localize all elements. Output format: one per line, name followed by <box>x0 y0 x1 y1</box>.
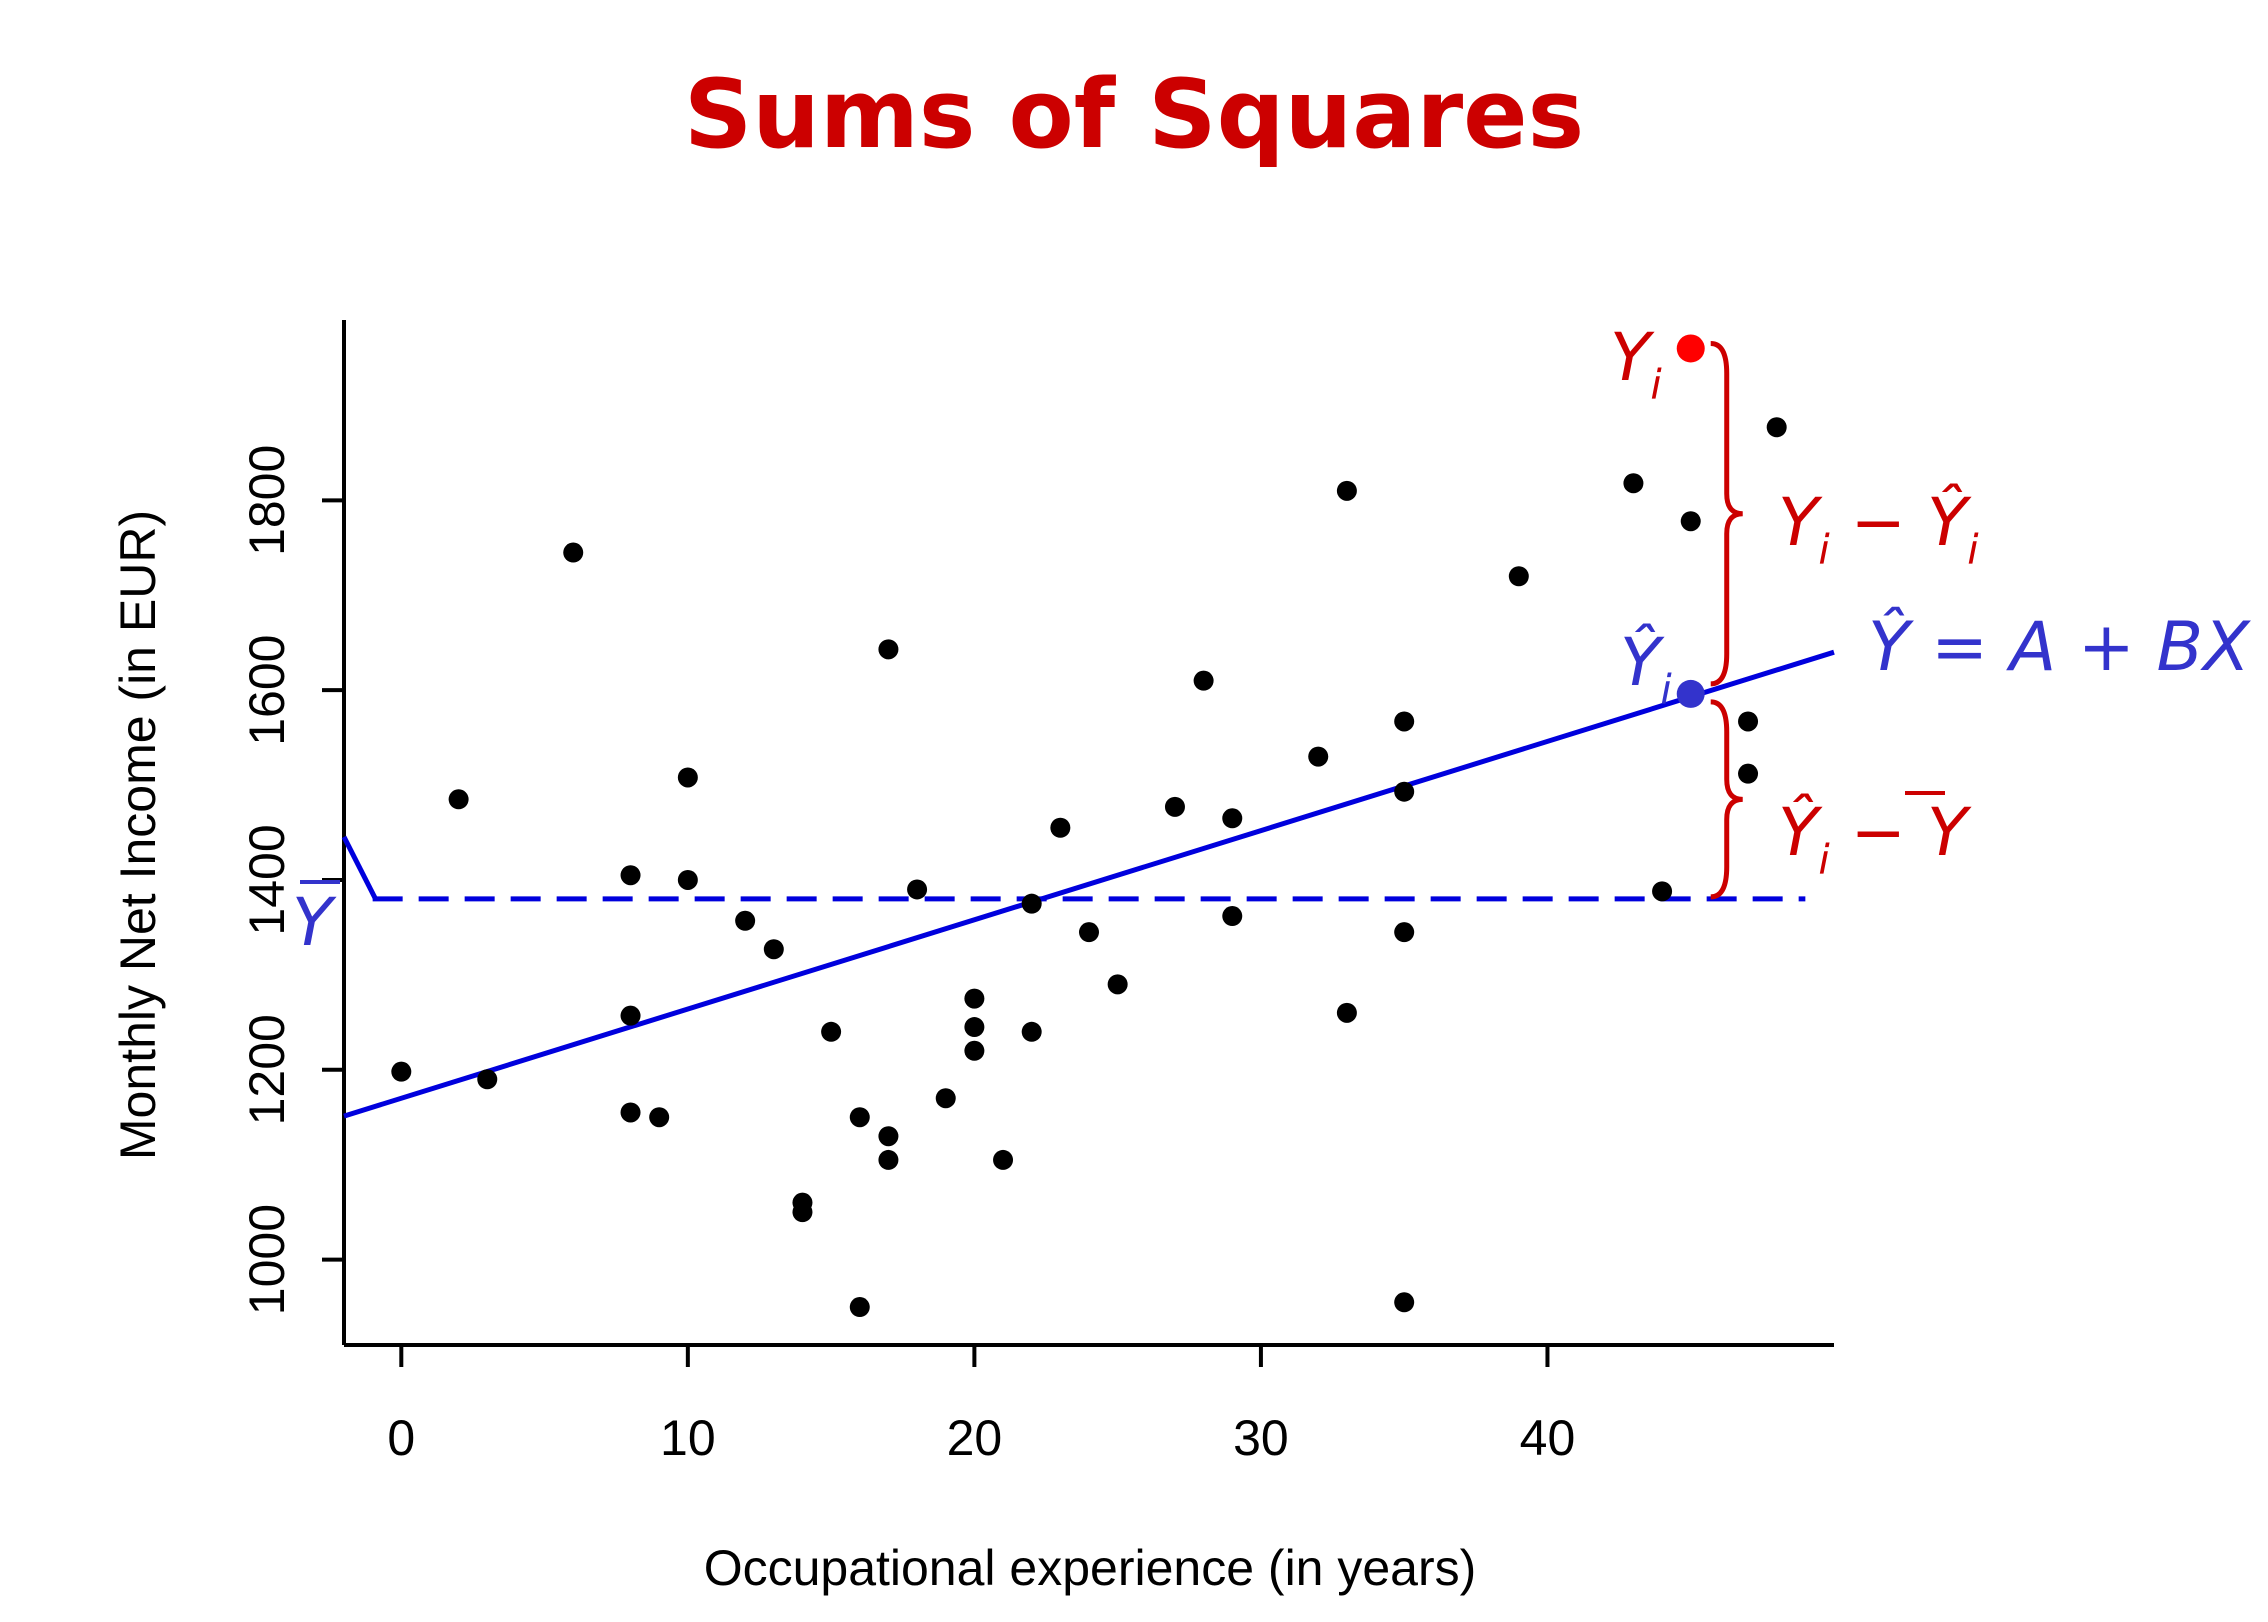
yi-subscript: i <box>1650 360 1662 408</box>
data-point <box>1394 1292 1415 1313</box>
yi-symbol: Y <box>1610 319 1655 396</box>
data-point <box>1766 417 1787 438</box>
residual-brace <box>1710 340 1743 687</box>
x-tick-label: 40 <box>1520 1410 1576 1466</box>
ybar-label: Y <box>292 884 337 961</box>
x-tick-label: 30 <box>1233 1410 1289 1466</box>
expl-a: Ŷ <box>1778 793 1823 871</box>
data-point <box>1021 1021 1042 1042</box>
data-point <box>735 910 756 931</box>
data-point <box>993 1149 1014 1170</box>
data-point <box>391 1061 412 1082</box>
data-point <box>620 1102 641 1123</box>
y-tick-label: 1400 <box>239 824 295 935</box>
data-point <box>448 789 469 810</box>
data-point <box>1738 763 1759 784</box>
eq-lhs: Ŷ <box>1868 607 1914 687</box>
y-tick-label: 1200 <box>239 1014 295 1125</box>
y-tick-label: 1600 <box>239 635 295 746</box>
data-point <box>477 1069 498 1090</box>
data-point <box>1193 670 1214 691</box>
data-point <box>878 1149 899 1170</box>
data-point <box>563 542 584 563</box>
chart-title: Sums of Squares <box>683 60 1585 170</box>
yi-label: Yi <box>1610 319 1662 408</box>
data-point <box>1680 511 1701 532</box>
data-point <box>1308 746 1329 767</box>
yhat-i-label: Ŷi <box>1620 623 1672 713</box>
data-point <box>1222 808 1243 829</box>
data-point <box>849 1297 870 1318</box>
resid-a: Y <box>1778 484 1823 561</box>
data-point <box>1336 480 1357 501</box>
expl-op: − <box>1830 794 1927 871</box>
resid-a-sub: i <box>1818 525 1830 573</box>
data-point <box>677 767 698 788</box>
data-point <box>1738 711 1759 732</box>
data-point <box>964 1040 985 1061</box>
data-point <box>1222 906 1243 927</box>
regression-equation: Ŷ = A + BX <box>1868 607 2251 687</box>
data-point <box>964 988 985 1009</box>
explained-brace <box>1710 699 1743 900</box>
x-tick-label: 20 <box>947 1410 1003 1466</box>
x-axis-label: Occupational experience (in years) <box>704 1540 1477 1596</box>
axes: 0 10 20 30 40 1000 1200 1400 1600 1800 <box>239 320 1834 1466</box>
eq-equals: = <box>1910 608 2010 687</box>
x-tick-label: 0 <box>387 1410 415 1466</box>
data-point <box>620 1005 641 1026</box>
data-point <box>1652 881 1673 902</box>
regression-line <box>343 649 1835 1119</box>
data-point <box>1394 922 1415 943</box>
eq-rhs: A + BX <box>2006 608 2251 687</box>
data-point <box>1164 796 1185 817</box>
resid-b-sub: i <box>1967 525 1979 573</box>
data-point <box>878 639 899 660</box>
expl-b: Y <box>1927 794 1972 871</box>
explained-label: Ŷi − Y <box>1778 793 1972 883</box>
data-point <box>763 939 784 960</box>
data-point <box>1021 893 1042 914</box>
data-point <box>1107 974 1128 995</box>
data-point <box>878 1126 899 1147</box>
data-point <box>649 1107 670 1128</box>
mean-line-tick <box>341 835 378 901</box>
data-point <box>1394 711 1415 732</box>
data-point <box>907 879 928 900</box>
expl-a-sub: i <box>1818 835 1830 883</box>
data-point <box>620 865 641 886</box>
data-point <box>821 1021 842 1042</box>
resid-op: − <box>1830 484 1927 561</box>
ybar-symbol: Y <box>292 884 337 961</box>
observed-point <box>1676 334 1705 363</box>
data-point <box>792 1202 813 1223</box>
data-point <box>935 1088 956 1109</box>
fitted-point <box>1676 679 1705 708</box>
y-tick-label: 1800 <box>239 445 295 556</box>
data-point <box>1336 1002 1357 1023</box>
yhat-subscript: i <box>1660 665 1672 713</box>
data-point <box>1050 817 1071 838</box>
data-point <box>849 1107 870 1128</box>
data-point <box>1079 922 1099 943</box>
data-point <box>964 1017 985 1038</box>
data-point <box>677 869 698 890</box>
data-point <box>1508 566 1529 587</box>
y-tick-label: 1000 <box>239 1204 295 1315</box>
data-point <box>1623 473 1644 494</box>
yhat-symbol: Ŷ <box>1620 623 1665 701</box>
residual-label: Yi − Ŷi <box>1778 483 1979 573</box>
y-axis-label: Monthly Net Income (in EUR) <box>110 510 166 1160</box>
x-tick-label: 10 <box>660 1410 716 1466</box>
marks <box>341 334 1835 1318</box>
resid-b: Ŷ <box>1927 483 1972 561</box>
data-point <box>1394 781 1415 802</box>
